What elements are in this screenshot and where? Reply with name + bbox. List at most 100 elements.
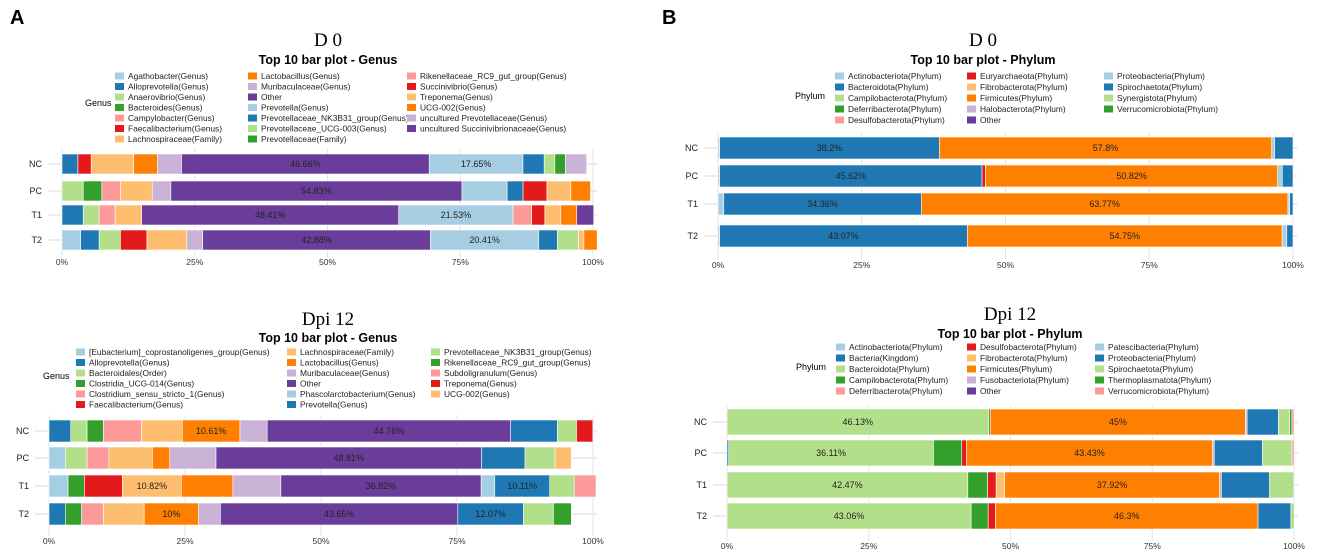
bar-segment [726,408,989,436]
legend-swatch [835,83,844,91]
bar-segment [65,446,88,470]
legend-label: Alloprevotella(Genus) [89,358,170,368]
legend-swatch [248,83,257,90]
bar-segment [461,180,508,202]
legend-swatch [248,125,257,132]
bar-segment [146,229,188,251]
y-tick-label: PC [29,186,42,196]
bar-segment [1257,502,1292,530]
x-tick-label: 50% [997,260,1014,270]
legend-label: Phascolarctobacterium(Genus) [300,389,416,399]
bar-segment [512,204,532,226]
bar-segment [1246,408,1279,436]
bar-segment [557,419,577,443]
legend-swatch [115,72,124,80]
data-label: 10% [162,509,180,519]
bar-segment [557,229,579,251]
bar-segment [1269,471,1295,499]
bar-segment [560,204,578,226]
x-tick-label: 75% [1141,260,1158,270]
data-label: 17.65% [461,159,492,169]
legend-label: Rikenellaceae_RC9_gut_group(Genus) [444,358,591,368]
bar-segment [995,502,1259,530]
legend-label: Treponema(Genus) [420,92,493,102]
x-tick-label: 100% [582,536,604,546]
bar-segment [1277,408,1290,436]
legend-label: Subdoligranulum(Genus) [444,368,537,378]
bar-segment [80,229,100,251]
legend-swatch [76,369,85,377]
chart-title: Top 10 bar plot - Genus [259,53,398,67]
x-tick-label: 100% [1283,541,1305,551]
legend-swatch [836,343,845,351]
x-tick-label: 25% [853,260,870,270]
legend-label: Treponema(Genus) [444,379,517,389]
data-label: 45.62% [836,171,867,181]
legend-swatch [76,348,85,356]
data-label: 43.06% [834,511,865,521]
y-tick-label: T1 [687,199,698,209]
bar-segment [1262,439,1293,467]
bar-segment [198,502,221,526]
bar-segment [1286,224,1294,248]
data-label: 54.75% [1110,231,1141,241]
legend-swatch [967,387,976,395]
legend-label: Proteobacteria(Phylum) [1117,71,1205,81]
bar-segment [987,502,996,530]
legend-label: Halobacterota(Phylum) [980,104,1066,114]
y-tick-label: NC [29,159,42,169]
x-tick-label: 25% [860,541,877,551]
legend-swatch [1095,387,1104,395]
x-tick-label: 25% [176,536,193,546]
data-label: 21.53% [441,210,472,220]
data-label: 44.76% [374,426,405,436]
data-label: 48.41% [255,210,286,220]
legend-label: Faecalibacterium(Genus) [128,124,222,134]
data-label: 42.47% [832,480,863,490]
legend-label: Firmicutes(Phylum) [980,364,1052,374]
legend-label: Spirochaetota(Phylum) [1108,364,1193,374]
x-tick-label: 0% [712,260,725,270]
bar-segment [989,408,1246,436]
legend-swatch [287,380,296,387]
bar-segment [61,153,79,175]
legend-label: Other [261,92,282,102]
legend-swatch [115,83,124,90]
bar-segment [987,471,997,499]
legend-label: Lachnospiraceae(Family) [300,347,394,357]
chart-d0_genus: D 0 Top 10 bar plot - Genus Genus Agathobac… [29,30,604,267]
legend-title: Phylum [796,362,826,372]
bar-segment [1004,471,1220,499]
legend-swatch [248,135,257,143]
legend-label: Synergistota(Phylum) [1117,93,1197,103]
bar-segment [61,180,84,202]
bar-segment [546,180,572,202]
legend-label: Fibrobacterota(Phylum) [980,353,1068,363]
legend-swatch [1104,72,1113,80]
legend-label: UCG-002(Genus) [444,389,510,399]
legend-swatch [248,104,257,111]
data-label: 10.61% [196,426,227,436]
legend-swatch [1104,83,1113,91]
legend-label: Desulfobacterota(Phylum) [848,115,945,125]
data-label: 46.3% [1114,511,1140,521]
bar-segment [933,439,963,467]
legend-label: Patescibacteria(Phylum) [1108,342,1199,352]
legend-swatch [967,83,976,91]
data-label: 20.41% [469,235,500,245]
bar-segment [524,446,556,470]
data-label: 46.66% [290,159,321,169]
x-tick-label: 50% [1002,541,1019,551]
legend-label: Agathobacter(Genus) [128,71,208,81]
bar-segment [583,229,598,251]
data-label: 43.07% [828,231,859,241]
legend-swatch [76,390,85,398]
legend-swatch [76,401,85,408]
legend-swatch [248,93,257,101]
data-label: 50.82% [1116,171,1147,181]
bar-segment [576,419,594,443]
bar-segment [84,474,123,498]
data-label: 48.81% [334,453,365,463]
bar-segment [152,446,171,470]
